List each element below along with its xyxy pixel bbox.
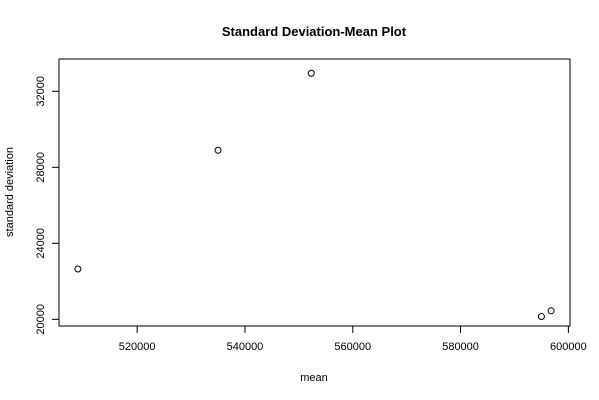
x-tick-label: 560000: [334, 341, 371, 353]
plot-frame: [58, 58, 571, 327]
y-axis: 20000 24000 28000 32000: [35, 76, 59, 335]
y-axis-label: standard deviation: [4, 147, 16, 237]
x-axis-label: mean: [300, 372, 328, 384]
data-points: [74, 69, 555, 320]
data-point: [74, 265, 82, 273]
data-point: [214, 146, 222, 154]
x-tick-label: 520000: [119, 341, 156, 353]
data-point: [537, 312, 545, 320]
x-tick-label: 580000: [442, 341, 479, 353]
chart-title: Standard Deviation-Mean Plot: [222, 24, 407, 39]
x-axis: 520000 540000 560000 580000 600000: [119, 326, 587, 353]
y-tick-label: 32000: [35, 76, 47, 107]
y-tick-label: 20000: [35, 304, 47, 335]
x-tick-label: 540000: [227, 341, 264, 353]
y-tick-label: 24000: [35, 228, 47, 259]
data-point: [547, 307, 555, 315]
x-tick-label: 600000: [550, 341, 587, 353]
data-point: [307, 69, 315, 77]
y-tick-label: 28000: [35, 152, 47, 183]
